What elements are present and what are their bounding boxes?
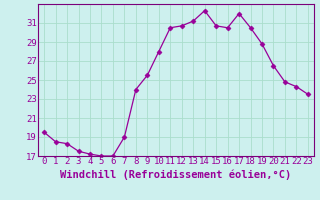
X-axis label: Windchill (Refroidissement éolien,°C): Windchill (Refroidissement éolien,°C) <box>60 169 292 180</box>
